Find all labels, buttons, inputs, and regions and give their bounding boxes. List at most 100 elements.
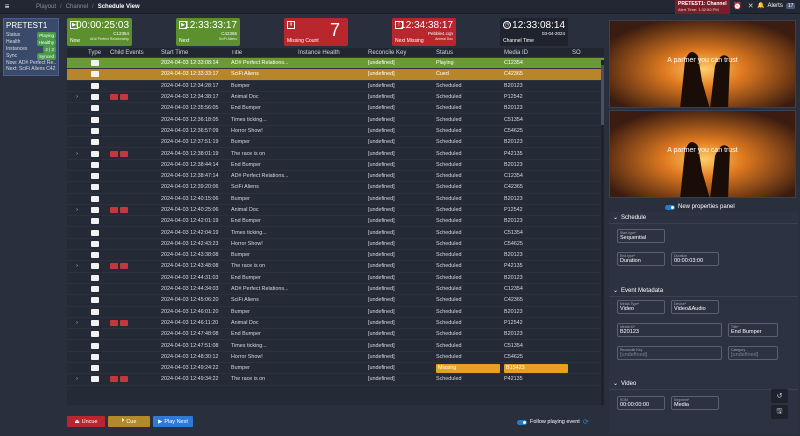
table-row[interactable]: 2024-04-03 12:37:51:19 Bumper [undefined] S… (67, 137, 604, 149)
table-row[interactable]: › 2024-04-03 12:49:34:22 The race is on [un… (67, 374, 604, 386)
follow-toggle-switch[interactable] (517, 419, 527, 425)
hamburger-menu-icon[interactable]: ≡ (4, 2, 10, 11)
table-row[interactable]: 2024-04-03 12:39:20:06 SciFi Aliens [undef… (67, 182, 604, 194)
table-row[interactable]: 2024-04-03 12:49:24:22 Bumper [undefined] M… (67, 363, 604, 375)
breadcrumb-playout[interactable]: Playout (36, 3, 57, 10)
table-row[interactable]: › 2024-04-03 12:46:11:20 Animal Doc [undefi… (67, 318, 604, 330)
table-row[interactable]: 2024-04-03 12:44:31:03 End Bumper [undefin… (67, 273, 604, 284)
new-properties-switch[interactable] (665, 204, 675, 210)
category-label: Category (731, 348, 746, 352)
table-row[interactable]: › 2024-04-03 12:34:38:17 Animal Doc [undefi… (67, 92, 604, 104)
save-button[interactable]: 🖫 (771, 405, 788, 419)
event-metadata-section-header[interactable]: ⌄ Event Metadata (609, 285, 798, 297)
scrollbar-thumb[interactable] (601, 65, 604, 125)
table-row[interactable]: 2024-04-03 12:44:34:03 AD# Perfect Relati… (67, 284, 604, 296)
col-type[interactable]: Type (87, 49, 101, 56)
table-row[interactable]: 2024-04-03 12:36:18:05 Times ticking... [u… (67, 114, 604, 126)
child-event-icon[interactable] (120, 263, 128, 270)
table-row[interactable]: 2024-04-03 12:35:56:05 End Bumper [undefin… (67, 103, 604, 115)
preview-player-1[interactable]: A partner you can trust (609, 20, 796, 108)
alerts-button[interactable]: 🔔 Alerts 17 (757, 2, 796, 9)
child-event-icon[interactable] (120, 207, 128, 213)
col-so[interactable]: SO (572, 49, 581, 56)
event-type-icon (90, 82, 99, 89)
table-row[interactable]: 2024-04-03 12:45:06:20 SciFi Aliens [undef… (67, 295, 604, 307)
title-field[interactable]: Title* End Bumper (728, 323, 778, 337)
expand-chevron-icon[interactable]: › (76, 263, 78, 270)
title-cell: Horror Show! (231, 353, 263, 360)
device-select[interactable]: Device* Video&Audio (671, 300, 719, 314)
expand-chevron-icon[interactable]: › (76, 319, 78, 326)
now-media-id: C12354 (113, 31, 129, 36)
reconcile-key-field[interactable]: Reconcile Key [undefined] (617, 346, 722, 360)
refresh-icon[interactable]: ⟳ (582, 419, 589, 426)
table-row[interactable]: 2024-04-03 12:36:57:09 Horror Show! [undef… (67, 126, 604, 138)
child-event-icon[interactable] (120, 319, 128, 326)
som-field[interactable]: SOM 00:00:00:00 (617, 396, 665, 410)
col-media-id[interactable]: Media ID (504, 49, 529, 56)
table-row[interactable]: 2024-04-03 12:34:28:17 Bumper [undefined] S… (67, 81, 604, 92)
table-row[interactable]: 2024-04-03 12:46:01:20 Bumper [undefined] S… (67, 307, 604, 318)
end-type-select[interactable]: End type* Duration (617, 252, 665, 266)
col-child-events[interactable]: Child Events (110, 49, 144, 56)
channel-alert-banner[interactable]: PRETEST1: Channel Alert Time: 1:32:50 PM (675, 0, 730, 14)
video-section-header[interactable]: ⌄ Video (609, 378, 798, 390)
child-event-icon[interactable] (110, 94, 118, 101)
media-id-field[interactable]: Media ID* B20123 (617, 323, 722, 337)
duration-field[interactable]: Duration 00:00:03:00 (671, 252, 719, 266)
undo-button[interactable]: ↺ (771, 389, 788, 403)
follow-playing-toggle[interactable]: Follow playing event ⟳ (517, 418, 589, 426)
expand-chevron-icon[interactable]: › (76, 94, 78, 101)
uncue-button[interactable]: ⏏ Uncue (67, 416, 105, 427)
table-row[interactable]: 2024-04-03 12:42:01:19 End Bumper [undefin… (67, 216, 604, 228)
child-event-icon[interactable] (120, 94, 128, 101)
media-type-select[interactable]: Media Type* Video (617, 300, 665, 314)
col-instance-health[interactable]: Instance Health (298, 49, 340, 56)
child-event-icon[interactable] (110, 263, 118, 270)
table-row[interactable]: 2024-04-03 12:47:48:08 End Bumper [undefin… (67, 329, 604, 341)
table-row[interactable]: 2024-04-03 12:42:43:23 Horror Show! [undef… (67, 239, 604, 251)
child-event-icon[interactable] (110, 376, 118, 383)
table-row[interactable]: 2024-04-03 12:42:04:19 Times ticking... [u… (67, 227, 604, 239)
play-next-button[interactable]: ▶ Play Next (153, 416, 193, 427)
table-row[interactable]: 2024-04-03 12:43:38:08 Bumper [undefined] S… (67, 250, 604, 262)
table-row[interactable]: 2024-04-03 12:47:51:08 Times ticking... [u… (67, 340, 604, 352)
breadcrumb-channel[interactable]: Channel (65, 3, 89, 10)
expand-chevron-icon[interactable]: › (76, 150, 78, 157)
schedule-section-header[interactable]: ⌄ Schedule (609, 212, 798, 224)
col-status[interactable]: Status (436, 49, 454, 56)
col-reconcile-key[interactable]: Reconcile Key (368, 49, 407, 56)
child-event-icon[interactable] (110, 150, 118, 157)
expand-chevron-icon[interactable]: › (76, 376, 78, 383)
table-row[interactable]: › 2024-04-03 12:38:01:19 The race is on [un… (67, 148, 604, 160)
table-row[interactable]: 2024-04-03 12:40:15:06 Bumper [undefined] S… (67, 194, 604, 205)
table-row[interactable]: › 2024-04-03 12:40:25:06 Animal Doc [undefi… (67, 205, 604, 217)
child-event-icon[interactable] (120, 150, 128, 157)
preview-player-2[interactable]: A partner you can trust (609, 110, 796, 198)
close-icon[interactable]: ✕ (747, 3, 754, 10)
breadcrumb: Playout / Channel / Schedule View (36, 3, 140, 10)
table-row[interactable]: 2024-04-03 12:33:08:14 AD# Perfect Relati… (67, 58, 604, 70)
child-event-icon[interactable] (120, 376, 128, 383)
child-event-icon[interactable] (110, 319, 118, 326)
channel-summary-card[interactable]: PRETEST1 Status Playing Health Healthy Ins… (3, 18, 59, 76)
start-time-cell: 2024-04-03 12:42:01:19 (161, 218, 219, 225)
table-row[interactable]: 2024-04-03 12:38:47:14 AD# Perfect Relati… (67, 171, 604, 183)
grid-scrollbar[interactable] (601, 60, 604, 405)
reconcile-key-cell: [undefined] (368, 218, 395, 225)
segment-select[interactable]: Segment* Media (671, 396, 719, 410)
table-row[interactable]: 2024-04-03 12:38:44:14 End Bumper [undefin… (67, 160, 604, 171)
table-row[interactable]: › 2024-04-03 12:43:48:08 The race is on [un… (67, 261, 604, 273)
col-title[interactable]: Title (231, 49, 243, 56)
start-type-select[interactable]: Start type* Sequential (617, 229, 665, 243)
table-row[interactable]: 2024-04-03 12:33:33:17 SciFi Aliens [undef… (67, 69, 604, 81)
new-properties-toggle[interactable]: New properties panel (665, 204, 735, 210)
event-type-icon (90, 173, 99, 180)
category-field[interactable]: Category [undefined] (728, 346, 778, 360)
alarm-clock-icon[interactable]: ⏰ (733, 3, 742, 10)
col-start-time[interactable]: Start Time (161, 49, 189, 56)
child-event-icon[interactable] (110, 207, 118, 213)
cue-button[interactable]: ⏵ Cue (108, 416, 150, 427)
expand-chevron-icon[interactable]: › (76, 207, 78, 213)
table-row[interactable]: 2024-04-03 12:48:30:12 Horror Show! [undef… (67, 352, 604, 364)
